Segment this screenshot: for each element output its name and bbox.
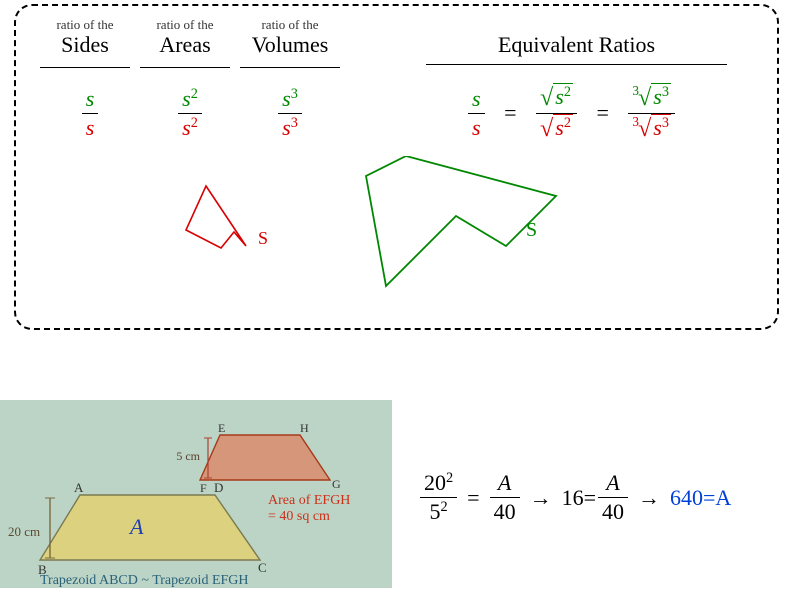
frac-sides-den: s bbox=[82, 113, 99, 141]
label-C: C bbox=[258, 560, 267, 575]
label-D: D bbox=[214, 480, 223, 495]
small-shape bbox=[186, 186, 246, 248]
eq-f1-num: 202 bbox=[420, 470, 457, 497]
col-sides-big: Sides bbox=[40, 32, 130, 64]
col-volumes-small: ratio of the bbox=[240, 18, 340, 32]
equals-2: = bbox=[582, 100, 622, 126]
efgh-area-1: Area of EFGH bbox=[268, 493, 350, 508]
label-H: H bbox=[300, 421, 309, 435]
equiv-title: Equivalent Ratios bbox=[400, 32, 753, 64]
small-shape-label: S bbox=[258, 228, 268, 248]
eq-arrow-2: → bbox=[628, 485, 670, 511]
abcd-area-var: A bbox=[128, 514, 144, 539]
img-caption: Trapezoid ABCD ~ Trapezoid EFGH bbox=[40, 573, 249, 588]
frac-volumes-den: s3 bbox=[278, 113, 302, 141]
eq-arrow-1: → bbox=[520, 485, 562, 511]
eq-f2-num: A bbox=[490, 470, 520, 497]
col-volumes-big: Volumes bbox=[240, 32, 340, 64]
frac-areas-num: s2 bbox=[178, 86, 202, 113]
efgh-h-label: 5 cm bbox=[176, 449, 200, 463]
col-areas: ratio of the Areas bbox=[140, 18, 230, 68]
label-A: A bbox=[74, 480, 84, 495]
equiv-r3-den: 3√s3 bbox=[628, 113, 675, 143]
eq-final: 640=A bbox=[670, 485, 731, 511]
equiv-r1-den: s bbox=[468, 113, 485, 141]
spacer bbox=[400, 18, 753, 32]
eq-frac-3: A 40 bbox=[598, 470, 628, 525]
ratio-areas: s2 s2 bbox=[140, 86, 240, 141]
ratio-sides: s s bbox=[40, 86, 140, 141]
headers-row: ratio of the Sides ratio of the Areas ra… bbox=[40, 18, 753, 68]
col-volumes: ratio of the Volumes bbox=[240, 18, 340, 68]
frac-sides: s s bbox=[82, 86, 99, 141]
frac-sides-num: s bbox=[82, 86, 99, 113]
equiv-r3-num: 3√s3 bbox=[628, 84, 675, 113]
col-sides: ratio of the Sides bbox=[40, 18, 130, 68]
frac-volumes: s3 s3 bbox=[278, 86, 302, 141]
equiv-rule bbox=[426, 64, 726, 65]
ratio-row: s s s2 s2 s3 s3 s s = √s2 bbox=[40, 84, 753, 143]
abcd-h-label: 20 cm bbox=[8, 524, 40, 539]
area-equation: 202 52 = A 40 → 16= A 40 → 640=A bbox=[420, 470, 790, 525]
label-F: F bbox=[200, 481, 207, 495]
col-areas-rule bbox=[140, 67, 230, 68]
label-E: E bbox=[218, 421, 225, 435]
shapes-svg: S S bbox=[36, 156, 766, 326]
ratios-panel: ratio of the Sides ratio of the Areas ra… bbox=[14, 4, 779, 330]
equiv-r2-den: √s2 bbox=[536, 113, 577, 143]
eq-f2-den: 40 bbox=[490, 497, 520, 525]
efgh-area-2: = 40 sq cm bbox=[268, 509, 330, 524]
frac-areas: s2 s2 bbox=[178, 86, 202, 141]
eq-frac-1: 202 52 bbox=[420, 470, 457, 525]
equals-1: = bbox=[490, 100, 530, 126]
left-headers: ratio of the Sides ratio of the Areas ra… bbox=[40, 18, 340, 68]
equiv-header: Equivalent Ratios bbox=[400, 18, 753, 65]
equiv-r1-num: s bbox=[468, 86, 485, 113]
equiv-r1: s s bbox=[468, 86, 485, 141]
eq-mid: 16= bbox=[562, 485, 596, 511]
similar-shapes: S S bbox=[36, 156, 766, 326]
trapezoid-image: E H F G 5 cm Area of EFGH = 40 sq cm A D… bbox=[0, 400, 392, 588]
col-volumes-rule bbox=[240, 67, 340, 68]
equiv-ratios: s s = √s2 √s2 = 3√s3 3√s3 bbox=[340, 84, 753, 143]
eq-f3-den: 40 bbox=[598, 497, 628, 525]
col-sides-small: ratio of the bbox=[40, 18, 130, 32]
big-shape-label: S bbox=[526, 219, 537, 241]
trapezoid-svg: E H F G 5 cm Area of EFGH = 40 sq cm A D… bbox=[0, 400, 392, 588]
frac-areas-den: s2 bbox=[178, 113, 202, 141]
col-sides-rule bbox=[40, 67, 130, 68]
equiv-r2-num: √s2 bbox=[536, 84, 577, 113]
equiv-r2: √s2 √s2 bbox=[536, 84, 577, 143]
col-areas-big: Areas bbox=[140, 32, 230, 64]
col-areas-small: ratio of the bbox=[140, 18, 230, 32]
eq-f1-den: 52 bbox=[420, 497, 457, 525]
eq-frac-2: A 40 bbox=[490, 470, 520, 525]
eq-f3-num: A bbox=[598, 470, 628, 497]
equiv-r3: 3√s3 3√s3 bbox=[628, 84, 675, 143]
frac-volumes-num: s3 bbox=[278, 86, 302, 113]
eq-eq1: = bbox=[457, 485, 489, 511]
label-G: G bbox=[332, 477, 341, 491]
ratio-volumes: s3 s3 bbox=[240, 86, 340, 141]
